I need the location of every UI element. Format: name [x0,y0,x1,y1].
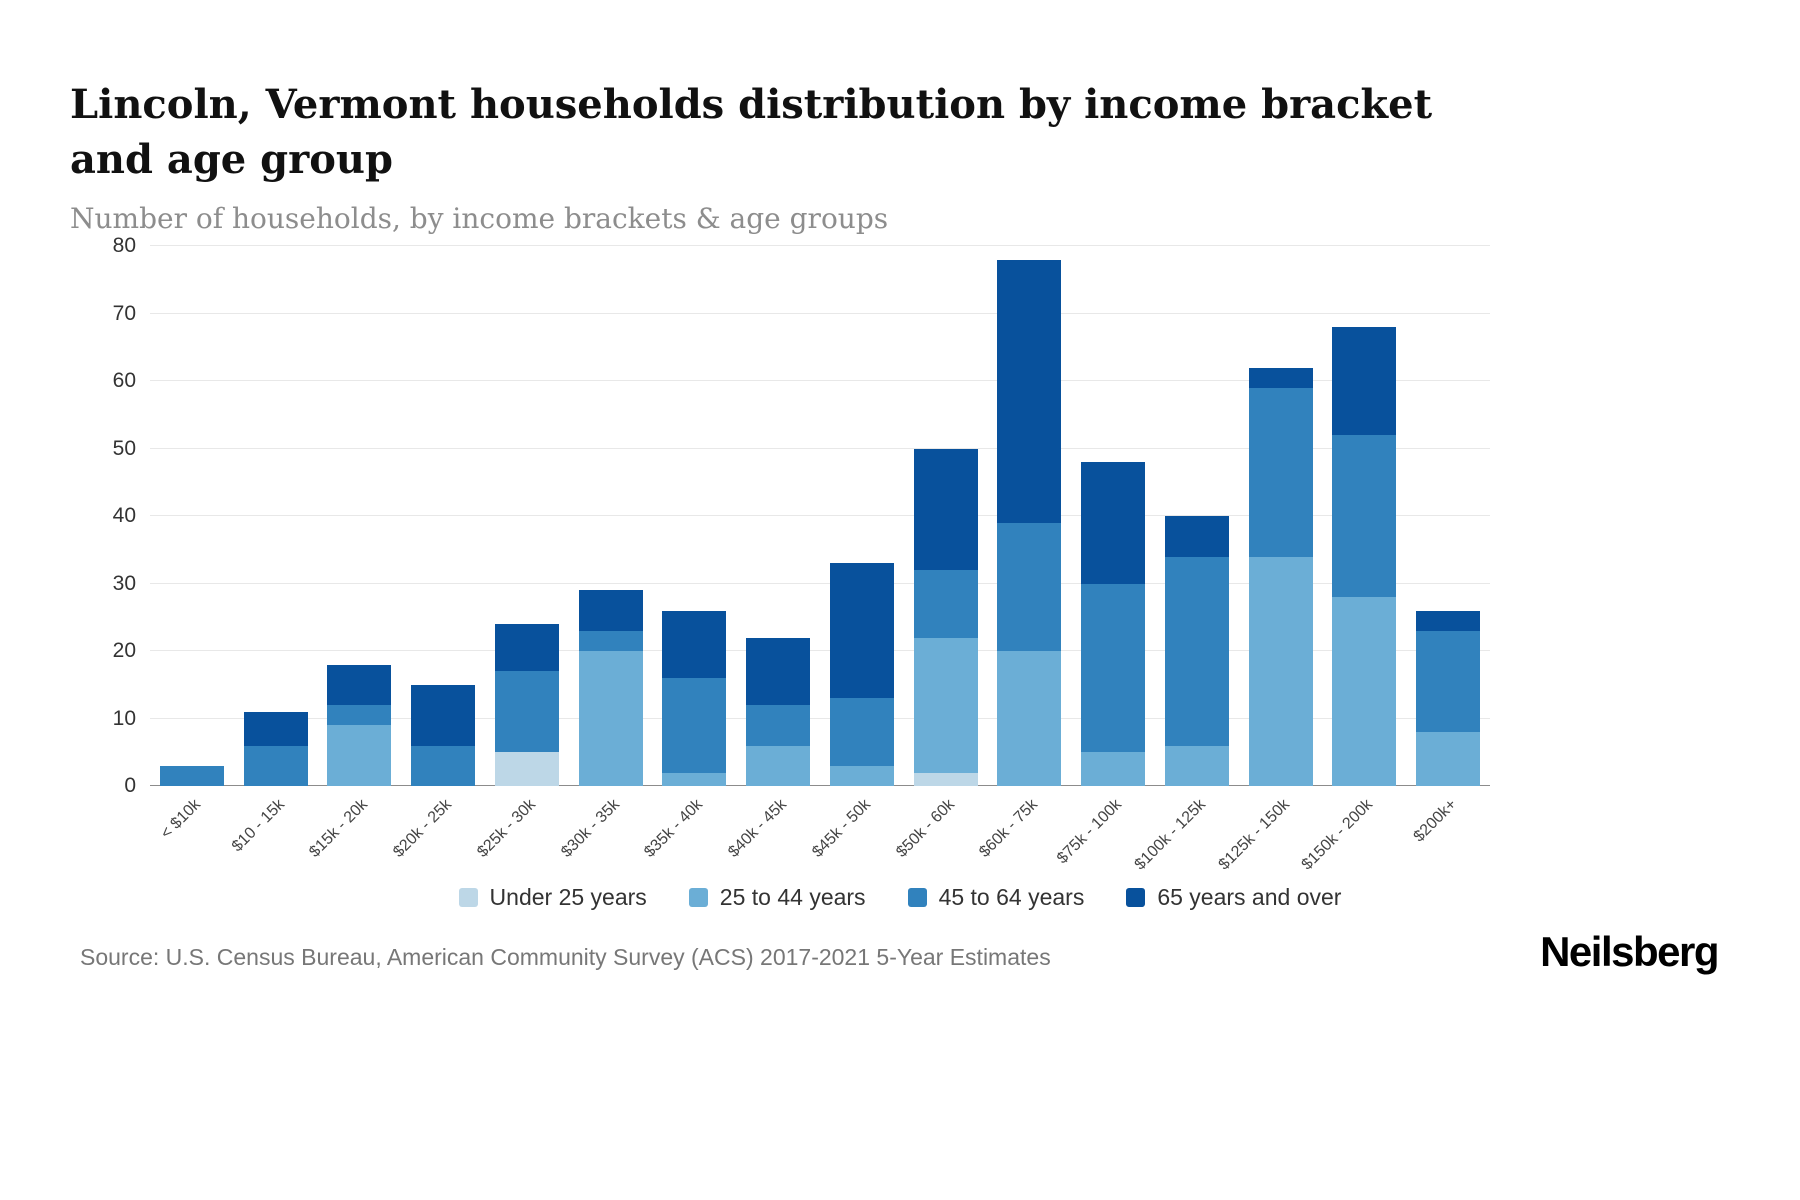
bar-segment [662,678,727,773]
bar-segment [746,637,811,705]
bar-segment [1081,752,1146,786]
bar-segment [1332,597,1397,786]
bar-segment [829,563,894,699]
legend-label: 25 to 44 years [719,884,866,910]
bar-segment [159,765,224,786]
y-axis-tick-label: 80 [112,234,136,257]
bar-segment [578,590,643,631]
y-axis-tick-label: 50 [112,436,136,460]
bar-segment [1332,435,1397,597]
bar-segment [997,651,1062,786]
legend-swatch-icon [688,888,708,907]
gridline [150,245,1490,246]
gridline [150,380,1490,381]
bar-segment [411,745,476,786]
bar-segment [327,705,392,726]
bar-segment [1416,630,1481,732]
source-text: Source: U.S. Census Bureau, American Com… [80,944,1051,970]
legend-item: 65 years and over [1126,884,1341,911]
legend-swatch-icon [1126,888,1146,907]
chart-subtitle: Number of households, by income brackets… [70,202,889,235]
bar-segment [243,745,308,786]
bar-segment [1332,327,1397,435]
legend-item: 25 to 44 years [688,884,866,911]
bar-segment [662,772,727,786]
bar-segment [997,259,1062,523]
bar-segment [913,772,978,786]
bar-segment [997,522,1062,651]
chart-title: Lincoln, Vermont households distribution… [70,80,1433,183]
bar-segment [494,752,559,786]
legend-item: Under 25 years [458,884,647,911]
legend: Under 25 years 25 to 44 years 45 to 64 yea… [0,884,1800,911]
plot-area: 0 10 20 30 40 50 60 70 80 < $10k $10 - 15k $15k - 2… [113,234,1490,873]
y-axis-tick-label: 40 [112,504,136,527]
bar-segment [411,684,476,746]
bar-segment [578,630,643,651]
bar-segment [746,705,811,746]
bar-segment [494,624,559,672]
bar-segment [913,570,978,638]
legend-label: 45 to 64 years [938,884,1085,910]
gridline [150,447,1490,449]
gridline [150,312,1490,314]
bar-segment [494,671,559,753]
bar-segment [829,698,894,766]
bar-segment [746,745,811,786]
legend-swatch-icon [458,888,478,907]
gridline [150,515,1490,516]
bar-segment [1164,556,1229,746]
bar-segment [913,637,978,773]
gridline [150,717,1490,719]
y-axis-tick-label: 10 [112,706,136,730]
bar-segment [913,448,978,570]
legend-label: 65 years and over [1157,884,1342,910]
y-axis-tick-label: 70 [112,301,136,325]
bar-segment [1248,556,1313,786]
bar-segment [243,711,308,746]
y-axis-tick-label: 20 [112,639,136,662]
legend-item: 45 to 64 years [907,884,1085,911]
bar-segment [578,651,643,786]
bar-segment [1416,610,1481,631]
bar-segment [1081,462,1146,584]
legend-label: Under 25 years [489,884,647,910]
bar-segment [662,610,727,678]
gridline [150,650,1490,651]
bar-segment [1081,583,1146,753]
y-axis-tick-label: 30 [112,571,136,595]
neilsberg-logo: Neilsberg [1540,928,1719,975]
x-axis-line [150,785,1490,786]
bar-segment [1164,745,1229,786]
bar-segment [327,725,392,786]
bar-segment [1416,732,1481,786]
gridline [150,582,1490,584]
bar-segment [327,664,392,705]
bar-segment [1248,387,1313,557]
legend-swatch-icon [907,888,927,907]
y-axis-tick-label: 60 [112,369,136,392]
y-axis-tick-label: 0 [124,774,136,797]
bar-segment [1248,367,1313,388]
bar-segment [1164,516,1229,557]
bar-segment [829,765,894,786]
